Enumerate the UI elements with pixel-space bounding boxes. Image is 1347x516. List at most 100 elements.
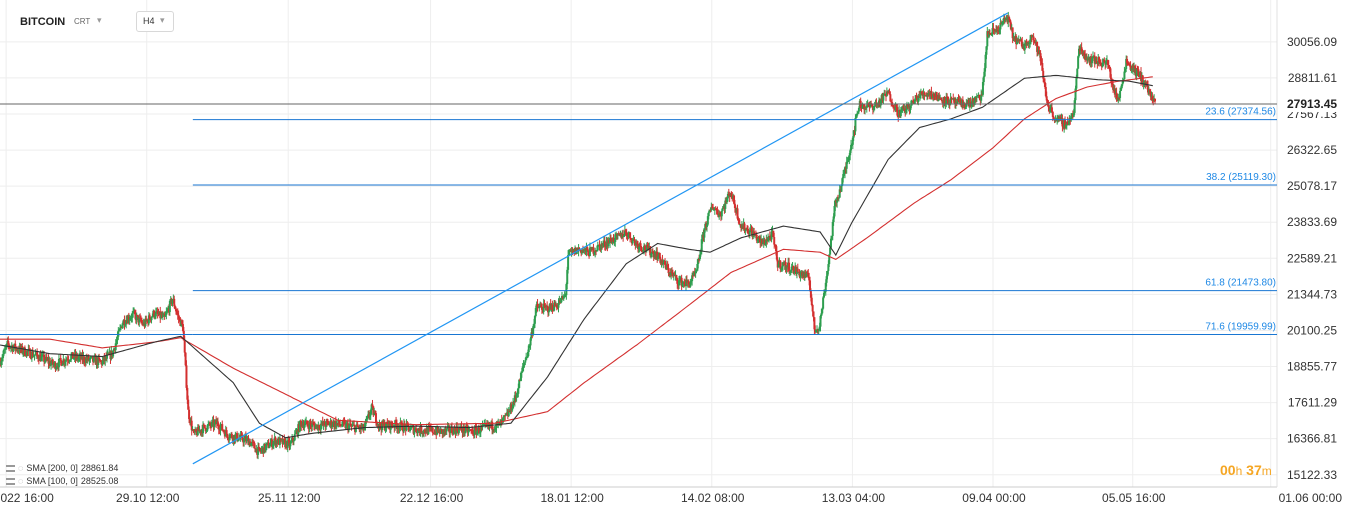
candle-body [1049, 108, 1052, 112]
candle-body [650, 254, 653, 256]
candle-body [1016, 39, 1019, 45]
candle-body [623, 235, 626, 237]
candle-body [23, 347, 26, 356]
candle-body [985, 46, 988, 55]
candle-body [1050, 107, 1053, 112]
candle-body [181, 320, 184, 325]
eye-icon[interactable]: ◌ [18, 463, 24, 473]
candle-body [718, 213, 721, 217]
candle-body [518, 379, 521, 388]
candle-body [966, 102, 969, 104]
candle-body [624, 230, 627, 233]
candle-body [981, 94, 984, 96]
candle-body [805, 272, 808, 277]
candle-body [384, 427, 387, 431]
candle-body [371, 404, 374, 407]
candle-body [409, 429, 412, 432]
eye-icon[interactable]: ◌ [18, 476, 24, 486]
candle-body [923, 92, 926, 96]
candle-body [375, 422, 378, 425]
candle-body [504, 415, 507, 417]
candle-body [510, 404, 513, 411]
candle-body [415, 428, 418, 432]
candle-body [643, 245, 646, 250]
candle-body [33, 355, 36, 357]
candle-body [1093, 55, 1096, 64]
candle-body [206, 425, 209, 431]
candle-body [811, 305, 814, 312]
candle-body [1135, 68, 1138, 77]
settings-icon[interactable] [6, 465, 15, 472]
candle-body [482, 424, 485, 426]
candle-body [464, 426, 467, 432]
candle-body [319, 424, 322, 430]
candle-body [592, 247, 595, 254]
candle-body [292, 437, 295, 441]
candle-body [210, 421, 213, 427]
candle-body [756, 239, 759, 241]
candle-body [22, 352, 25, 354]
candle-body [479, 426, 482, 433]
candle-body [222, 430, 225, 432]
candle-body [372, 406, 375, 416]
candle-body [14, 343, 17, 350]
candle-body [60, 360, 63, 366]
candle-body [184, 352, 187, 366]
candle-body [1153, 98, 1156, 102]
candle-body [7, 341, 10, 345]
candle-body [861, 106, 864, 109]
candle-body [385, 421, 388, 428]
indicator-row-sma200[interactable]: ◌ SMA [200, 0] 28861.84 [6, 462, 118, 475]
candle-body [241, 434, 244, 440]
candle-body [658, 252, 661, 259]
candle-body [1077, 56, 1080, 69]
candle-body [863, 104, 866, 110]
candle-body [629, 232, 632, 239]
candle-body [216, 421, 219, 427]
candle-body [150, 317, 153, 321]
candle-body [788, 271, 791, 273]
candle-body [691, 275, 694, 277]
candle-body [683, 282, 686, 284]
candle-body [409, 427, 412, 430]
countdown-minutes: 37 [1246, 462, 1262, 478]
candle-body [381, 421, 384, 431]
candle-body [645, 244, 648, 252]
candle-body [505, 413, 508, 416]
candle-body [117, 330, 120, 337]
x-tick-label: 13.03 04:00 [822, 491, 886, 505]
candle-body [940, 99, 943, 102]
candle-body [174, 306, 177, 309]
candle-body [678, 280, 681, 286]
candle-body [497, 422, 500, 424]
candle-body [2, 349, 5, 355]
candle-body [981, 81, 984, 95]
candle-body [213, 422, 216, 427]
countdown-minutes-unit: m [1261, 464, 1272, 478]
timeframe-dropdown[interactable]: H4 ▾ [136, 11, 174, 32]
candle-body [159, 311, 162, 319]
candle-body [915, 95, 918, 99]
candle-body [757, 237, 760, 240]
candle-body [1051, 111, 1054, 117]
candle-body [140, 321, 143, 323]
candle-body [947, 96, 950, 105]
candle-body [174, 308, 177, 312]
candle-body [975, 96, 978, 98]
settings-icon[interactable] [6, 478, 15, 485]
candle-body [176, 313, 179, 315]
candle-body [834, 200, 837, 206]
candle-body [68, 360, 71, 362]
indicator-row-sma100[interactable]: ◌ SMA [100, 0] 28525.08 [6, 475, 118, 488]
chevron-down-icon[interactable]: ▾ [97, 15, 102, 25]
candle-body [1106, 60, 1109, 65]
candle-body [458, 427, 461, 429]
symbol-label[interactable]: BITCOIN [20, 16, 66, 28]
chart-type-selector[interactable]: CRT [74, 17, 91, 26]
candle-body [850, 144, 853, 146]
candle-body [768, 235, 771, 238]
candle-body [817, 329, 820, 331]
candle-body [1121, 80, 1124, 85]
